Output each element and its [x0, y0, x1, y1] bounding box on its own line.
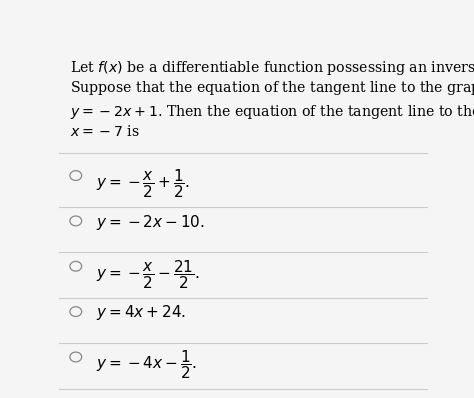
- Text: $y = -2x-10.$: $y = -2x-10.$: [96, 213, 205, 232]
- Text: Let $f(x)$ be a differentiable function possessing an inverse function $f^{-1}(x: Let $f(x)$ be a differentiable function …: [70, 57, 474, 78]
- Text: $y = -\dfrac{x}{2}+\dfrac{1}{2}.$: $y = -\dfrac{x}{2}+\dfrac{1}{2}.$: [96, 167, 190, 200]
- Text: $y=-2x+1$. Then the equation of the tangent line to the graph of $f^{-1}(x)$ at: $y=-2x+1$. Then the equation of the tang…: [70, 102, 474, 123]
- Text: $y = -\dfrac{x}{2}-\dfrac{21}{2}.$: $y = -\dfrac{x}{2}-\dfrac{21}{2}.$: [96, 258, 200, 291]
- Text: Suppose that the equation of the tangent line to the graph of $f(x)$ at $x=4$ is: Suppose that the equation of the tangent…: [70, 79, 474, 98]
- Text: $x=-7$ is: $x=-7$ is: [70, 124, 140, 139]
- Text: $y = -4x-\dfrac{1}{2}.$: $y = -4x-\dfrac{1}{2}.$: [96, 349, 197, 381]
- Text: $y = 4x+24.$: $y = 4x+24.$: [96, 303, 186, 322]
